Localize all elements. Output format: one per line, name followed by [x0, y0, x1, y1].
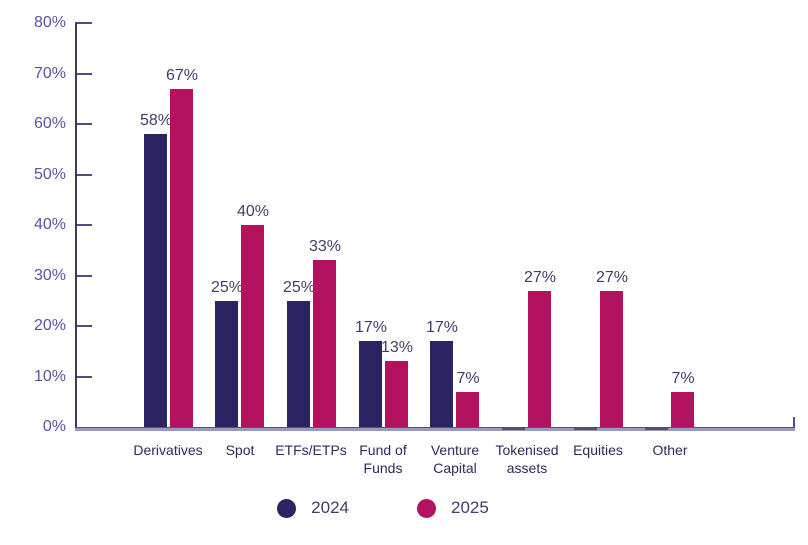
legend-item-2025: 2025	[417, 498, 489, 518]
legend-swatch-icon	[277, 498, 297, 518]
y-axis-tick-label: 80%	[33, 14, 66, 31]
category-label: Other	[622, 441, 718, 459]
category-label-line: assets	[506, 460, 548, 476]
x-axis-line	[75, 427, 795, 431]
category-label: Derivatives	[120, 441, 216, 459]
bar-value-label: 17%	[354, 319, 388, 336]
bar-value-label: 13%	[380, 339, 414, 356]
category-label: Tokenised assets	[479, 441, 575, 477]
bar-2024-venture-capital	[430, 341, 453, 427]
bar-value-label: 17%	[425, 319, 459, 336]
category-label-line: Tokenised	[495, 442, 559, 458]
legend-swatch-icon	[417, 498, 436, 518]
y-axis-tick-label: 70%	[33, 65, 66, 82]
y-axis-tick-label: 40%	[33, 216, 66, 233]
bar-2024-etfs-etps	[287, 301, 310, 427]
y-axis-tick-label: 0%	[42, 418, 66, 435]
category-label-line: Venture	[430, 442, 480, 458]
y-axis-line	[75, 23, 77, 430]
category-label-line: Equities	[573, 442, 623, 458]
category-label: ETFs/ETPs	[263, 441, 359, 459]
bar-2024-equities-zero	[574, 427, 597, 430]
legend-item-2024: 2024	[277, 498, 349, 518]
bar-value-label: 25%	[282, 279, 316, 296]
chart-legend: 2024 2025	[0, 498, 787, 518]
x-axis-end-tick	[793, 417, 795, 428]
bar-2025-equities	[600, 291, 623, 427]
bar-2024-other-zero	[645, 427, 668, 430]
category-label-line: Derivatives	[133, 442, 203, 458]
bar-value-label: 27%	[523, 269, 557, 286]
y-axis-tick-label: 60%	[33, 115, 66, 132]
bar-value-label: 33%	[308, 238, 342, 255]
bar-value-label: 58%	[139, 112, 173, 129]
category-label-line: Spot	[225, 442, 255, 458]
bar-2025-other	[671, 392, 694, 427]
category-label-line: Other	[652, 442, 688, 458]
category-label: Venture Capital	[407, 441, 503, 477]
bar-2025-derivatives	[170, 89, 193, 427]
bar-2025-venture-capital	[456, 392, 479, 427]
y-axis-tick-label: 30%	[33, 267, 66, 284]
bar-2024-tokenised-assets-zero	[502, 427, 525, 430]
category-label-line: Capital	[433, 460, 477, 476]
bar-value-label: 67%	[165, 67, 199, 84]
bar-2025-spot	[241, 225, 264, 427]
bar-value-label: 40%	[236, 203, 270, 220]
plot-area: 0% 10% 20% 30% 40% 50% 60% 70% 80% 58% 67% Derivati…	[33, 14, 795, 477]
category-label: Spot	[192, 441, 288, 459]
category-label-line: ETFs/ETPs	[275, 442, 347, 458]
bar-value-label: 27%	[595, 269, 629, 286]
y-axis-tick-mark	[75, 376, 92, 378]
bar-2025-fund-of-funds	[385, 361, 408, 427]
legend-label: 2024	[311, 498, 349, 517]
bar-2025-tokenised-assets	[528, 291, 551, 427]
y-axis-tick-mark	[75, 325, 92, 327]
y-axis-tick-mark	[75, 73, 92, 75]
bar-value-label: 7%	[456, 370, 480, 387]
y-axis-tick-mark	[75, 22, 92, 24]
category-label-line: Funds	[363, 460, 403, 476]
category-label: Fund of Funds	[335, 441, 431, 477]
y-axis-tick-label: 50%	[33, 166, 66, 183]
bar-value-label: 7%	[671, 370, 695, 387]
y-axis-tick-mark	[75, 174, 92, 176]
bar-2024-derivatives	[144, 134, 167, 427]
y-axis-tick-mark	[75, 275, 92, 277]
bar-2025-etfs-etps	[313, 260, 336, 427]
category-label-line: Fund of	[359, 442, 407, 458]
bar-2024-spot	[215, 301, 238, 427]
legend-label: 2025	[451, 498, 489, 517]
y-axis-tick-label: 20%	[33, 317, 66, 334]
y-axis-tick-mark	[75, 123, 92, 125]
bar-value-label: 25%	[210, 279, 244, 296]
y-axis-tick-label: 10%	[33, 368, 66, 385]
y-axis-tick-mark	[75, 224, 92, 226]
bar-2024-fund-of-funds	[359, 341, 382, 427]
category-label: Equities	[550, 441, 646, 459]
